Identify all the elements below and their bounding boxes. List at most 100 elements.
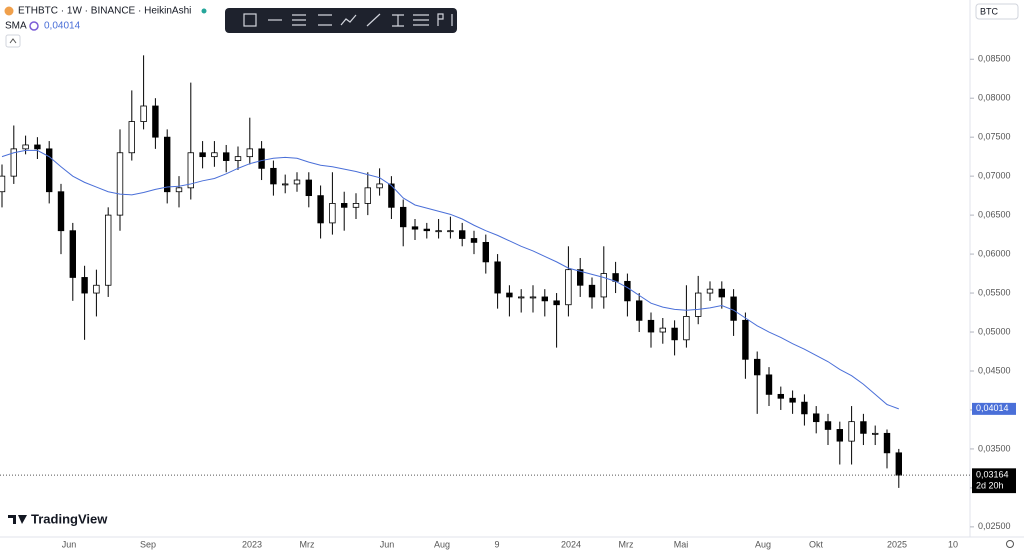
close-tag-text: 0,03164 [976, 469, 1009, 479]
time-label: Okt [809, 539, 824, 549]
time-label: Jun [62, 539, 77, 549]
candle-body [600, 273, 607, 298]
candle-body [81, 277, 88, 294]
time-label: Mrz [300, 539, 315, 549]
candle-body [636, 300, 643, 321]
time-label: Mrz [619, 539, 634, 549]
candle-body [506, 292, 513, 298]
candle-body [801, 401, 808, 415]
candle-body [222, 152, 230, 161]
status-dot [201, 8, 207, 14]
candle-body [293, 179, 301, 185]
settings-icon[interactable] [1006, 540, 1014, 548]
candle-body [105, 214, 112, 286]
sma-price-text: 0,04014 [976, 403, 1009, 413]
candle-body [730, 296, 737, 321]
close-tag [972, 469, 1016, 494]
candle-body [718, 288, 725, 298]
symbol-icon [4, 6, 14, 16]
candle-body [69, 230, 76, 278]
candle-body [22, 144, 29, 150]
candle-body [836, 429, 843, 442]
candle-body [329, 203, 336, 224]
candle-body [116, 152, 124, 216]
time-label: Aug [434, 539, 450, 549]
candle-body [46, 148, 53, 193]
candle-body [494, 261, 501, 294]
sma-line [1, 149, 899, 410]
candle-body [683, 316, 690, 341]
time-label: Sep [140, 539, 156, 549]
price-tick-label: 0,07000 [978, 171, 1011, 181]
candle-body [706, 288, 714, 294]
candle-body [824, 421, 832, 430]
collapse-button[interactable] [5, 34, 21, 48]
candle-body [765, 374, 773, 395]
candle-body [777, 393, 784, 399]
candle-body [352, 203, 360, 208]
candle-body [93, 284, 100, 294]
price-tick-label: 0,06000 [978, 248, 1011, 258]
candle-body [399, 206, 407, 228]
candle-body [211, 152, 218, 158]
candle-body [246, 148, 253, 158]
candle-body [0, 175, 6, 193]
candle-body [364, 187, 371, 204]
candle-body [152, 105, 159, 138]
candle-body [577, 269, 584, 286]
candle-body [482, 241, 489, 263]
indicator-name: SMA [5, 21, 27, 32]
candle-body [647, 319, 655, 333]
price-tick-label: 0,05500 [978, 287, 1011, 297]
candle-body [529, 296, 537, 299]
price-tick-label: 0,08500 [978, 54, 1011, 64]
sma-price-tag [972, 402, 1016, 415]
brand-name: TradingView [31, 511, 108, 526]
drawing-toolbar[interactable] [225, 8, 457, 33]
candle-body [588, 284, 596, 298]
time-label: 9 [494, 539, 499, 549]
candle-body [340, 203, 348, 208]
candle-body [187, 152, 194, 189]
candle-body [199, 152, 206, 158]
candle-body [270, 167, 277, 185]
candle-body [883, 432, 891, 454]
candle-body [423, 228, 430, 232]
collapse-icon [9, 38, 17, 44]
candle-body [541, 296, 548, 302]
time-label: 2023 [242, 539, 262, 549]
price-tick-label: 0,06500 [978, 209, 1011, 219]
price-tick-label: 0,04500 [978, 365, 1011, 375]
time-label: Mai [674, 539, 689, 549]
indicator-icon [29, 21, 39, 31]
candle-body [411, 226, 419, 230]
candle-body [695, 292, 702, 317]
toolbar-icons [243, 13, 453, 27]
candle-body [754, 358, 761, 376]
candle-body [848, 421, 855, 442]
currency-label: BTC [980, 6, 999, 16]
candle-body [57, 191, 65, 232]
candle-body [458, 230, 466, 239]
time-label: 2025 [887, 539, 907, 549]
price-tick-label: 0,05000 [978, 326, 1011, 336]
time-label: 10 [948, 539, 958, 549]
price-tick-label: 0,03500 [978, 443, 1011, 453]
candle-body [435, 230, 442, 233]
candle-body [175, 187, 183, 193]
candle-body [553, 300, 560, 306]
candle-body [258, 148, 265, 169]
candle-body [565, 269, 572, 306]
candle-body [860, 421, 867, 434]
time-label: Aug [755, 539, 771, 549]
currency-button[interactable] [975, 3, 1019, 20]
price-tick-label: 0,07500 [978, 132, 1011, 142]
candle-body [789, 397, 796, 403]
candle-body [305, 179, 312, 197]
price-tick-label: 0,08000 [978, 93, 1011, 103]
candle-body [317, 195, 324, 224]
candle-body [518, 296, 525, 299]
